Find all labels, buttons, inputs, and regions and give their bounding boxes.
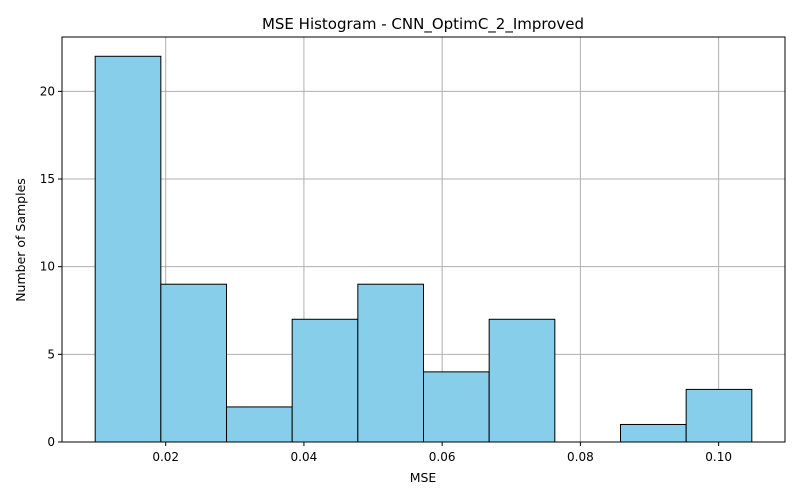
histogram-bar bbox=[619, 423, 687, 443]
histogram-bar bbox=[94, 55, 162, 443]
chart-title: MSE Histogram - CNN_OptimC_2_Improved bbox=[262, 15, 584, 34]
histogram-bar bbox=[357, 283, 425, 443]
x-tick-label: 0.04 bbox=[291, 450, 318, 464]
x-tick-label: 0.10 bbox=[705, 450, 732, 464]
y-tick-label: 0 bbox=[47, 435, 55, 449]
y-tick-label: 5 bbox=[47, 347, 55, 361]
histogram-bar bbox=[160, 283, 228, 443]
histogram-bar bbox=[226, 406, 293, 443]
histogram-bar bbox=[488, 318, 556, 443]
y-tick-label: 20 bbox=[40, 84, 55, 98]
x-axis-label: MSE bbox=[410, 470, 437, 485]
x-tick-label: 0.02 bbox=[152, 450, 179, 464]
y-axis-label: Number of Samples bbox=[13, 178, 28, 302]
histogram-bar bbox=[423, 371, 490, 443]
histogram-bar bbox=[291, 318, 359, 443]
y-axis-ticks: 0 5 10 15 20 bbox=[40, 84, 62, 449]
x-tick-label: 0.06 bbox=[429, 450, 456, 464]
plot-frame bbox=[61, 36, 786, 443]
x-axis-ticks: 0.02 0.04 0.06 0.08 0.10 bbox=[152, 442, 732, 464]
y-tick-label: 15 bbox=[40, 172, 55, 186]
x-tick-label: 0.08 bbox=[567, 450, 594, 464]
bars bbox=[94, 55, 753, 443]
y-tick-label: 10 bbox=[40, 260, 55, 274]
histogram-bar bbox=[685, 388, 753, 443]
